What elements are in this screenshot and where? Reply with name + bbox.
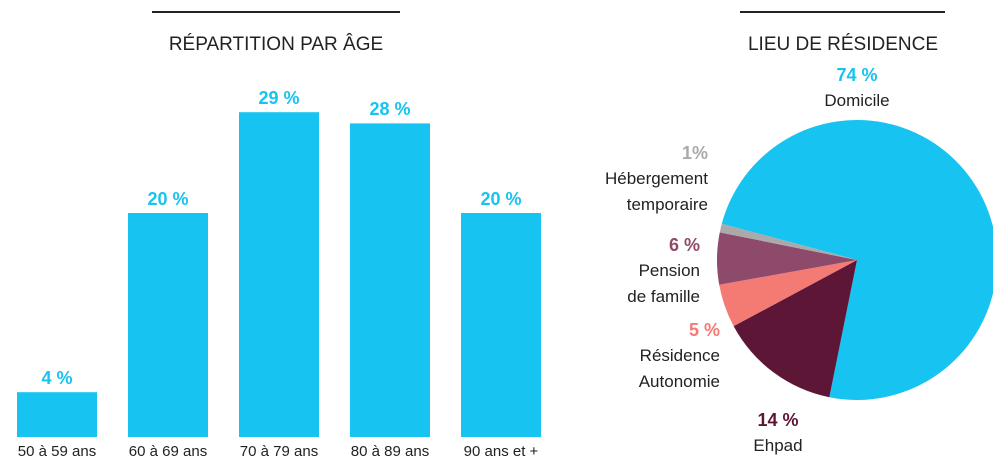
value-label: 1% [681,143,708,163]
value-label: 5 % [688,320,720,340]
category-label: Hébergement temporaire [604,169,708,214]
slice-label: 74 % Domicile [757,62,957,114]
slice-label: 5 % Résidence Autonomie [520,317,720,395]
bar [239,112,319,437]
value-label: 20 % [480,189,521,209]
value-label: 74 % [836,65,878,85]
category-label: 70 à 79 ans [240,443,318,460]
value-label: 14 % [757,410,799,430]
category-label: Pension de famille [627,261,700,306]
category-label: 50 à 59 ans [18,443,96,460]
category-label: 90 ans et + [464,443,539,460]
category-label: Ehpad [753,436,803,455]
bar [350,123,430,438]
category-label: Domicile [824,91,890,110]
value-label: 28 % [369,99,410,119]
slice-label: 1% Hébergement temporaire [508,140,708,218]
bar [461,213,541,437]
category-label: 60 à 69 ans [129,443,207,460]
category-label: 80 à 89 ans [351,443,429,460]
value-label: 4 % [41,368,72,388]
pie-slice [719,260,857,327]
pie-slice [721,120,993,400]
value-label: 29 % [258,88,299,108]
bar [17,392,97,437]
chart-title: RÉPARTITION PAR ÂGE [169,33,383,55]
pie-slice [733,260,857,398]
chart-title: LIEU DE RÉSIDENCE [748,34,938,55]
slice-label: 14 % Ehpad [678,407,878,459]
bar [128,213,208,437]
pie-slice [717,232,857,285]
value-label: 20 % [147,189,188,209]
slice-label: 6 % Pension de famille [500,232,700,310]
category-label: Résidence Autonomie [638,346,720,391]
value-label: 6 % [668,235,700,255]
pie-slice [719,223,857,260]
